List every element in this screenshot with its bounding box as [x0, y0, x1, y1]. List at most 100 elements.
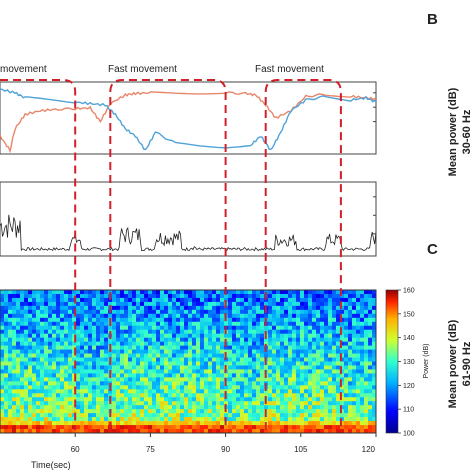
spectrogram-cell [68, 290, 73, 295]
spectrogram-cell [324, 409, 329, 414]
spectrogram-cell [140, 393, 145, 398]
spectrogram-cell [244, 317, 249, 323]
spectrogram-cell [272, 385, 277, 390]
spectrogram-cell [300, 329, 305, 334]
spectrogram-cell [176, 429, 181, 434]
spectrogram-cell [64, 290, 69, 295]
spectrogram-cell [72, 325, 77, 331]
spectrogram-cell [208, 429, 213, 434]
spectrogram-cell [52, 353, 57, 358]
spectrogram-cell [208, 305, 213, 311]
spectrogram-cell [284, 325, 289, 331]
spectrogram-cell [192, 341, 197, 346]
spectrogram-cell [216, 417, 221, 422]
spectrogram-cell [256, 321, 261, 327]
spectrogram-cell [60, 393, 65, 398]
spectrogram-cell [12, 333, 17, 338]
spectrogram-cell [140, 317, 145, 323]
spectrogram-cell [256, 297, 261, 303]
spectrogram-cell [192, 385, 197, 390]
spectrogram-cell [180, 341, 185, 346]
spectrogram-cell [256, 305, 261, 311]
spectrogram-cell [352, 421, 357, 426]
spectrogram-cell [232, 365, 237, 370]
spectrogram-cell [204, 365, 209, 370]
spectrogram-cell [256, 389, 261, 394]
spectrogram-cell [112, 413, 117, 418]
spectrogram-cell [228, 357, 233, 362]
spectrogram-cell [260, 361, 265, 366]
spectrogram-cell [272, 325, 277, 331]
spectrogram-cell [372, 425, 377, 430]
spectrogram-cell [100, 317, 105, 323]
spectrogram-cell [136, 401, 141, 406]
spectrogram-cell [196, 321, 201, 327]
spectrogram-cell [348, 361, 353, 366]
spectrogram-cell [312, 389, 317, 394]
spectrogram-cell [12, 413, 17, 418]
spectrogram-cell [136, 341, 141, 346]
spectrogram-cell [364, 413, 369, 418]
spectrogram-cell [124, 301, 129, 307]
spectrogram-cell [176, 413, 181, 418]
spectrogram-cell [80, 321, 85, 327]
spectrogram-cell [336, 313, 341, 319]
spectrogram-cell [64, 349, 69, 354]
spectrogram-cell [128, 393, 133, 398]
spectrogram-cell [148, 329, 153, 334]
spectrogram-cell [24, 421, 29, 426]
spectrogram-cell [364, 349, 369, 354]
spectrogram-cell [40, 290, 45, 295]
spectrogram-cell [184, 401, 189, 406]
spectrogram-cell [64, 321, 69, 327]
spectrogram-cell [252, 321, 257, 327]
spectrogram-cell [156, 373, 161, 378]
spectrogram-cell [80, 309, 85, 315]
spectrogram-cell [120, 301, 125, 307]
spectrogram-cell [0, 413, 5, 418]
spectrogram-cell [32, 373, 37, 378]
spectrogram-cell [116, 301, 121, 307]
spectrogram-cell [16, 297, 21, 303]
spectrogram-cell [48, 385, 53, 390]
spectrogram-cell [300, 413, 305, 418]
spectrogram-cell [104, 369, 109, 374]
spectrogram-cell [324, 313, 329, 319]
spectrogram-cell [188, 385, 193, 390]
spectrogram-cell [32, 361, 37, 366]
spectrogram-cell [208, 357, 213, 362]
spectrogram-cell [192, 397, 197, 402]
spectrogram-cell [240, 417, 245, 422]
spectrogram-cell [96, 389, 101, 394]
spectrogram-cell [172, 325, 177, 331]
spectrogram-cell [304, 397, 309, 402]
spectrogram-cell [244, 290, 249, 295]
spectrogram-cell [96, 317, 101, 323]
spectrogram-cell [4, 357, 9, 362]
spectrogram-cell [320, 417, 325, 422]
spectrogram-cell [332, 341, 337, 346]
spectrogram-cell [220, 425, 225, 430]
spectrogram-cell [348, 357, 353, 362]
spectrogram-cell [52, 373, 57, 378]
spectrogram-cell [8, 413, 13, 418]
spectrogram-cell [68, 385, 73, 390]
spectrogram-cell [276, 337, 281, 342]
spectrogram-cell [256, 401, 261, 406]
spectrogram-cell [60, 313, 65, 319]
spectrogram-cell [96, 397, 101, 402]
spectrogram-cell [312, 397, 317, 402]
spectrogram-cell [80, 341, 85, 346]
spectrogram-cell [80, 429, 85, 434]
spectrogram-cell [88, 349, 93, 354]
spectrogram-cell [56, 329, 61, 334]
spectrogram-cell [112, 397, 117, 402]
spectrogram-cell [128, 345, 133, 350]
spectrogram-cell [76, 317, 81, 323]
spectrogram-cell [140, 377, 145, 382]
spectrogram-cell [156, 377, 161, 382]
spectrogram-cell [260, 397, 265, 402]
spectrogram-cell [196, 397, 201, 402]
spectrogram-cell [268, 317, 273, 323]
spectrogram-cell [272, 345, 277, 350]
